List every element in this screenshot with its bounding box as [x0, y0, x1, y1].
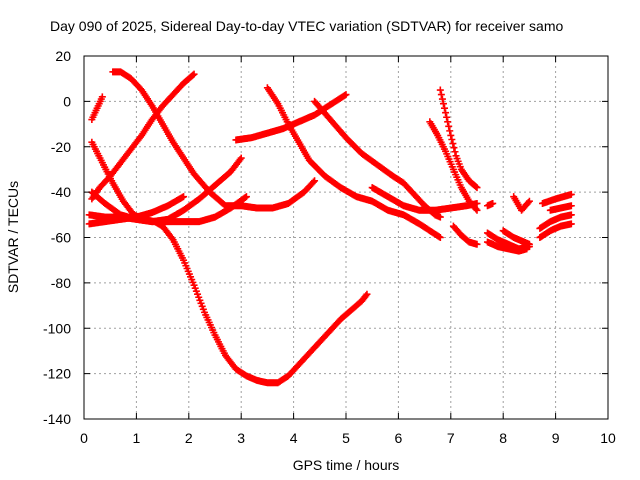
y-tick-label: -20: [51, 139, 71, 155]
data-point: [442, 109, 450, 117]
chart-title: Day 090 of 2025, Sidereal Day-to-day VTE…: [50, 18, 563, 34]
data-track: [85, 193, 188, 228]
data-point: [567, 202, 575, 210]
data-point: [446, 127, 454, 135]
data-track: [368, 184, 481, 214]
data-track: [499, 227, 533, 248]
data-point: [448, 135, 456, 143]
data-track: [546, 202, 575, 214]
data-track: [449, 222, 481, 248]
data-point: [98, 93, 106, 101]
data-point: [311, 177, 319, 185]
y-tick-label: -140: [43, 411, 71, 427]
data-point: [436, 213, 444, 221]
data-track: [311, 97, 444, 221]
data-track: [483, 238, 531, 255]
data-track: [536, 211, 575, 232]
data-point: [237, 154, 245, 162]
data-point: [567, 220, 575, 228]
data-point: [242, 193, 250, 201]
axis-ticks: 0 1 2 3 4 5 6 7 8 9 10 -140 -120 -100 -80 -60 -40 -20 0 20: [43, 48, 616, 446]
data-point: [525, 240, 533, 248]
data-track: [88, 93, 106, 124]
data-track: [263, 84, 444, 241]
data-point: [525, 197, 533, 205]
data-point: [236, 156, 244, 164]
x-axis-label: GPS time / hours: [293, 457, 400, 473]
x-tick-label: 7: [447, 430, 455, 446]
data-point: [567, 190, 575, 198]
data-point: [444, 118, 452, 126]
data-point: [438, 95, 446, 103]
data-track: [483, 199, 497, 210]
data-point: [436, 86, 444, 94]
data-points: [85, 68, 575, 387]
y-axis-label: SDTVAR / TECUs: [5, 181, 21, 293]
y-tick-label: -100: [43, 320, 71, 336]
x-tick-label: 2: [185, 430, 193, 446]
data-point: [168, 234, 176, 242]
data-point: [449, 140, 457, 148]
data-point: [472, 183, 480, 191]
x-tick-label: 6: [395, 430, 403, 446]
data-track: [426, 118, 481, 214]
y-tick-label: -120: [43, 366, 71, 382]
data-track: [510, 193, 533, 214]
data-point: [241, 193, 249, 201]
x-tick-label: 1: [133, 430, 141, 446]
data-point: [524, 198, 532, 206]
y-tick-label: 20: [55, 48, 71, 64]
data-point: [489, 199, 497, 207]
data-point: [362, 292, 370, 300]
data-point: [450, 144, 458, 152]
data-point: [441, 104, 449, 112]
x-tick-label: 5: [342, 430, 350, 446]
data-point: [451, 148, 459, 156]
x-tick-label: 0: [80, 430, 88, 446]
data-point: [567, 211, 575, 219]
data-track: [539, 190, 575, 207]
data-point: [473, 240, 481, 248]
data-point: [443, 113, 451, 121]
data-point: [473, 206, 481, 214]
y-tick-label: -80: [51, 275, 71, 291]
x-tick-label: 4: [290, 430, 298, 446]
data-point: [180, 193, 188, 201]
data-track: [232, 91, 350, 144]
data-point: [342, 91, 350, 99]
data-point: [309, 178, 317, 186]
data-point: [436, 234, 444, 241]
y-tick-label: -40: [51, 184, 71, 200]
y-tick-label: -60: [51, 230, 71, 246]
data-point: [190, 70, 198, 78]
data-point: [445, 122, 453, 130]
data-point: [189, 71, 197, 79]
x-tick-label: 8: [499, 430, 507, 446]
data-point: [447, 131, 455, 139]
data-point: [437, 91, 445, 99]
data-track: [536, 220, 575, 241]
data-point: [363, 290, 371, 298]
x-tick-label: 10: [600, 430, 616, 446]
data-track: [436, 86, 481, 192]
data-point: [472, 205, 480, 213]
y-tick-label: 0: [63, 93, 71, 109]
data-point: [439, 100, 447, 108]
x-tick-label: 9: [552, 430, 560, 446]
x-tick-label: 3: [237, 430, 245, 446]
data-point: [473, 184, 481, 192]
